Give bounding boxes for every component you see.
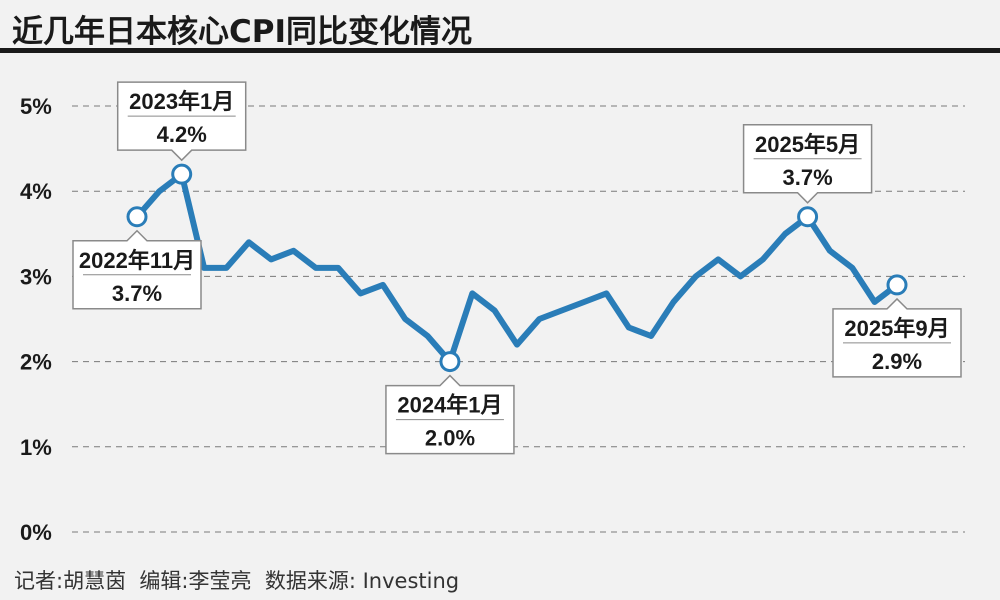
callout-date: 2022年11月 [79, 248, 195, 273]
callout-box [832, 297, 962, 378]
y-tick-label: 1% [20, 435, 52, 460]
callout-value: 3.7% [783, 165, 833, 190]
callout: 2024年1月 2.0% [385, 351, 515, 455]
highlight-marker [126, 206, 148, 228]
callout-box [116, 81, 247, 162]
callout-box [72, 229, 202, 310]
highlight-marker [886, 274, 908, 296]
callout-value: 2.9% [872, 349, 922, 374]
highlight-marker [439, 351, 461, 373]
title-divider [0, 48, 1000, 53]
callout: 2025年5月 3.7% [742, 124, 873, 228]
callout-value: 2.0% [425, 426, 475, 451]
highlight-marker [797, 206, 819, 228]
highlight-marker [171, 163, 193, 185]
callout-box [385, 374, 515, 455]
y-tick-label: 0% [20, 520, 52, 545]
callout: 2022年11月 3.7% [72, 206, 202, 310]
chart-title: 近几年日本核心CPI同比变化情况 [12, 14, 473, 50]
callout-value: 3.7% [112, 281, 162, 306]
callout: 2025年9月 2.9% [832, 274, 962, 378]
callout-value: 4.2% [157, 122, 207, 147]
y-tick-label: 4% [20, 179, 52, 204]
callout-box [742, 124, 873, 204]
callout-date: 2023年1月 [129, 89, 234, 114]
callout-date: 2025年9月 [844, 316, 949, 341]
callout-date: 2024年1月 [397, 393, 502, 418]
y-tick-label: 2% [20, 350, 52, 375]
y-tick-label: 5% [20, 94, 52, 119]
y-tick-label: 3% [20, 264, 52, 289]
callout: 2023年1月 4.2% [116, 81, 247, 185]
credit-line: 记者:胡慧茵 编辑:李莹亮 数据来源: Investing [14, 569, 460, 593]
series-line [134, 171, 900, 365]
callout-date: 2025年5月 [755, 132, 860, 157]
